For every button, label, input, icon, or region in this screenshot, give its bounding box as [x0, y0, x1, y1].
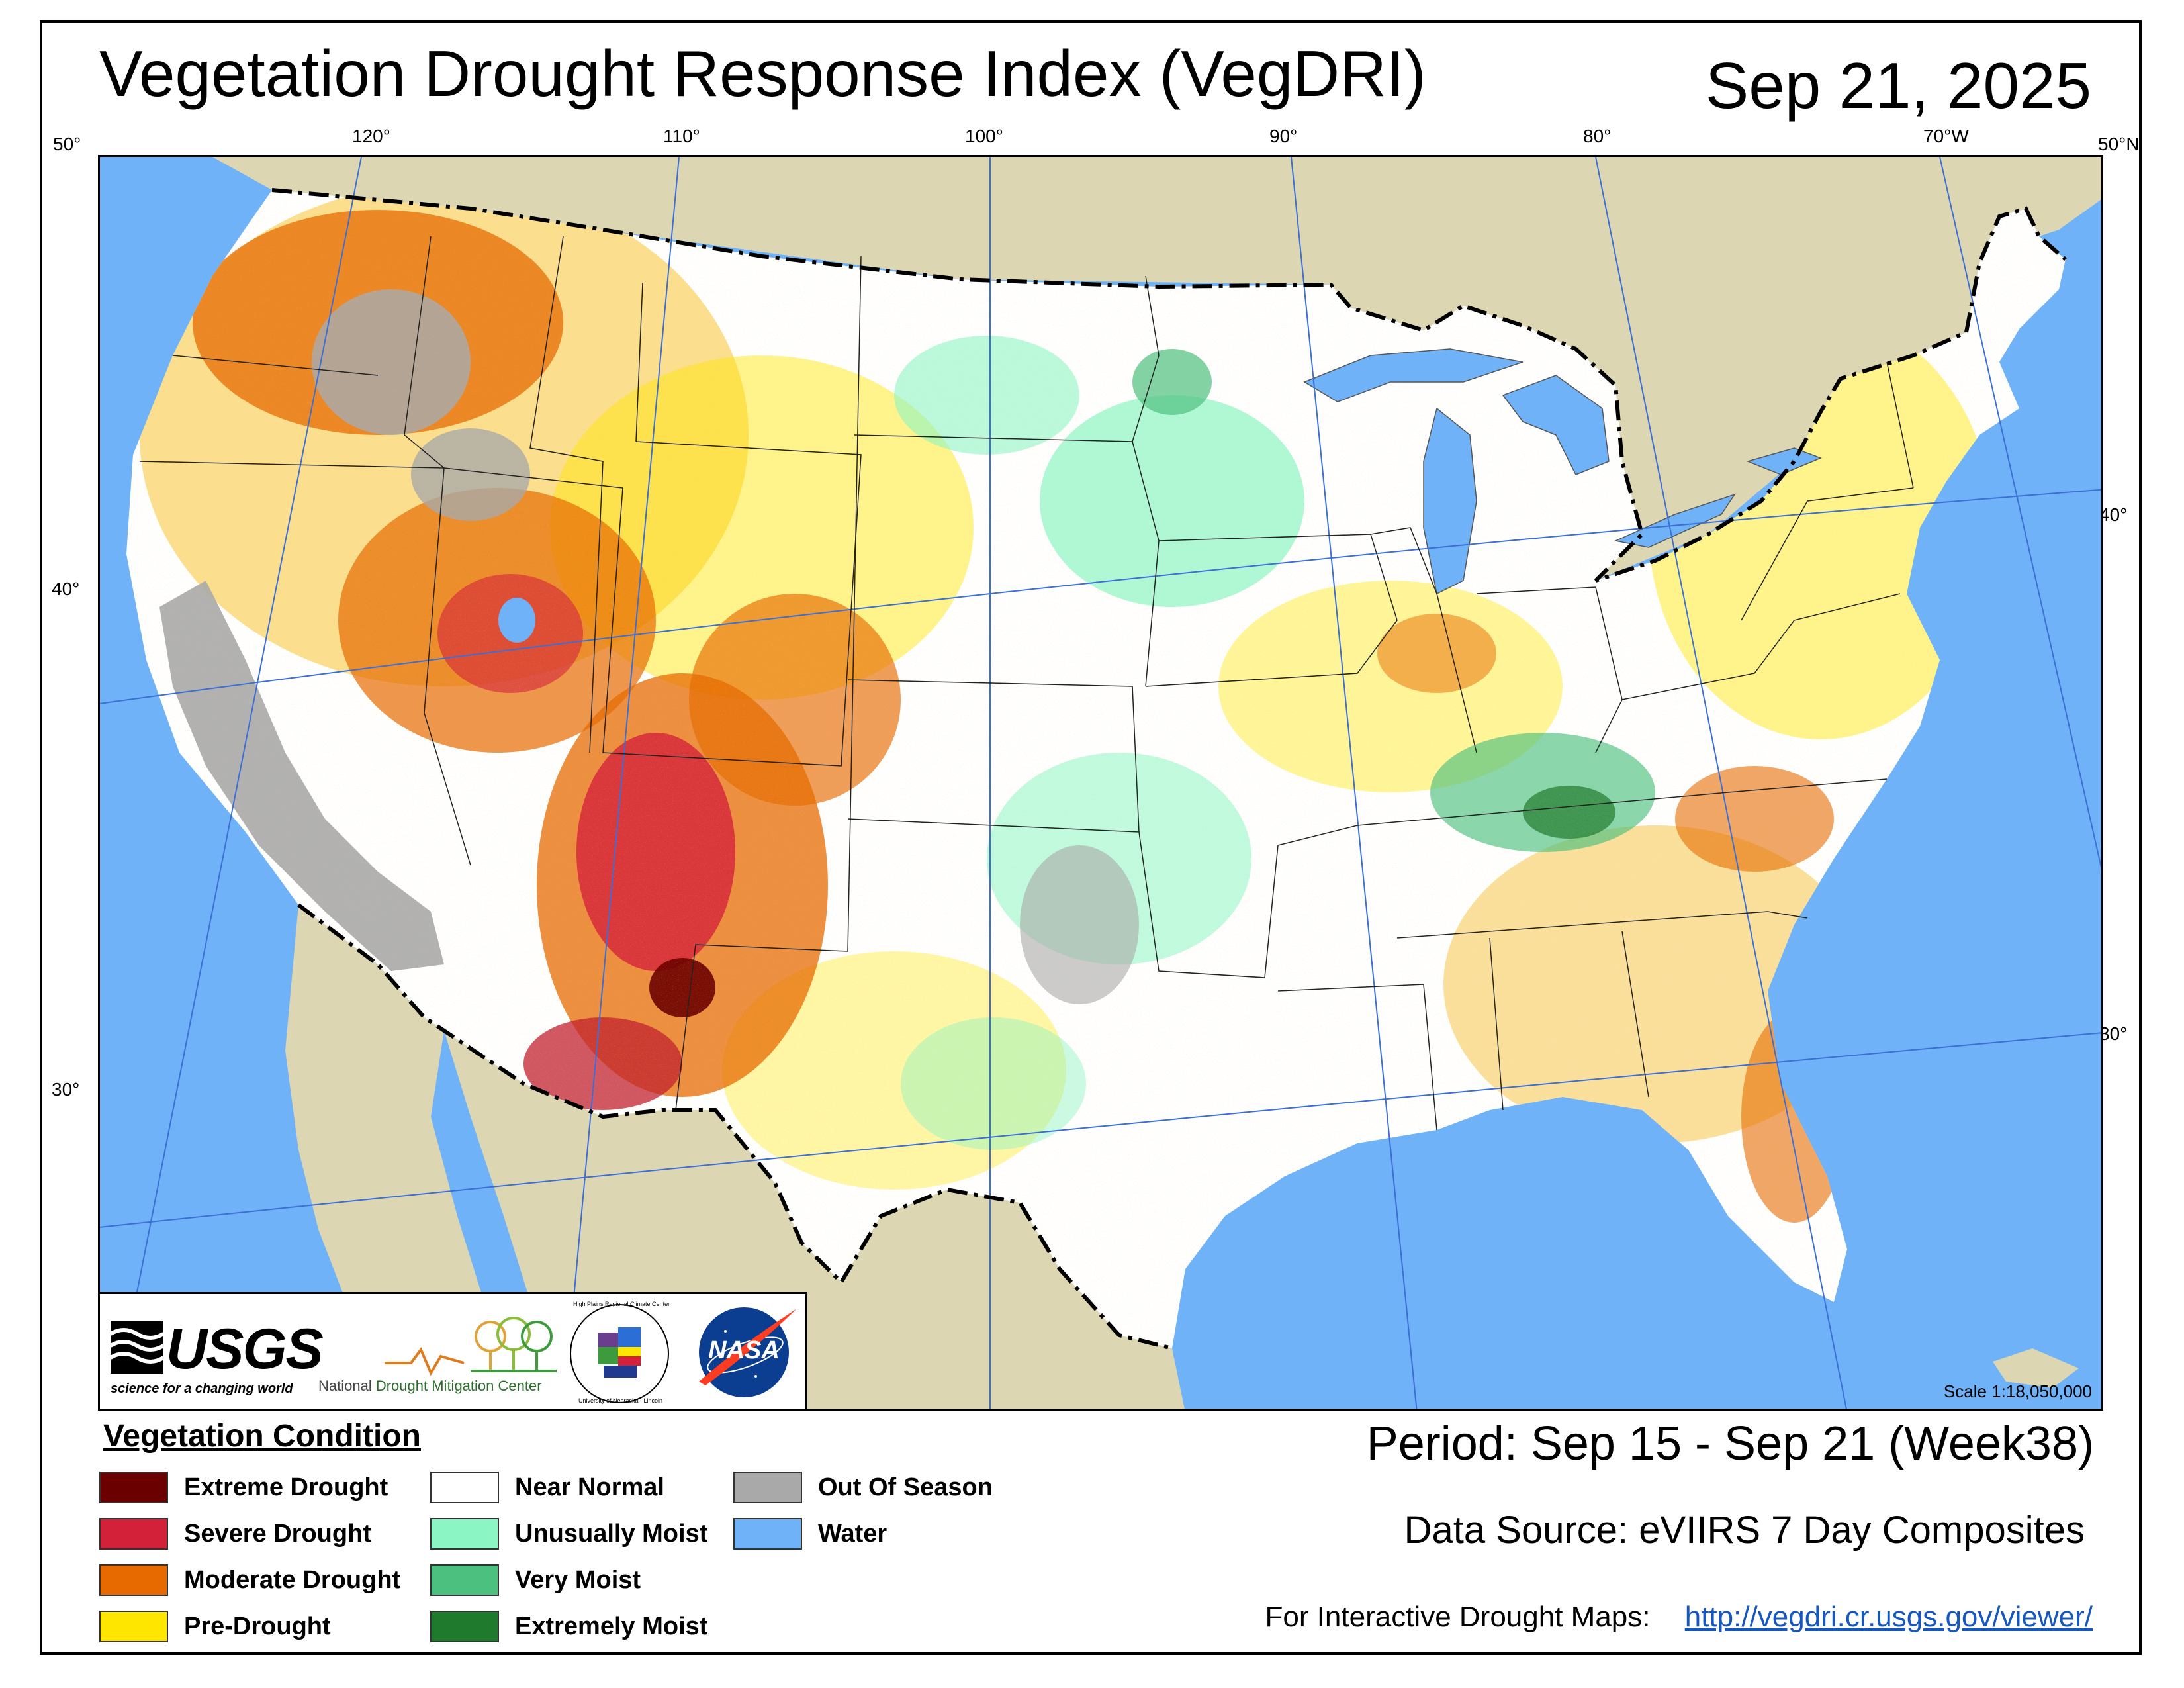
legend-label: Very Moist [515, 1566, 641, 1594]
legend-swatch [99, 1472, 168, 1503]
nasa-meatball-icon [699, 1307, 797, 1397]
legend-label: Severe Drought [184, 1519, 371, 1548]
lon-label-100: 100° [965, 126, 1003, 146]
lake-huron [1502, 375, 1610, 475]
legend-item-very-moist: Very Moist [430, 1564, 641, 1597]
lat-label-left-40: 40° [52, 579, 80, 599]
usgs-wordmark: USGS [166, 1317, 324, 1381]
ndmc-tree-icon [385, 1317, 557, 1376]
lat-label-right-40: 40° [2099, 504, 2128, 525]
map-scale: Scale 1:18,050,000 [1943, 1382, 2092, 1401]
legend-label: Out Of Season [818, 1473, 993, 1501]
legend-swatch [99, 1611, 168, 1642]
legend-item-unusually-moist: Unusually Moist [430, 1517, 707, 1550]
lon-label-70w: 70°W [1923, 126, 1969, 146]
hprcc-sub: University of Nebraska - Lincoln [578, 1397, 663, 1404]
lat-label-right-50: 50°N [2098, 134, 2140, 154]
legend-title: Vegetation Condition [103, 1419, 421, 1454]
legend-item-extreme-drought: Extreme Drought [99, 1471, 388, 1504]
lake-erie [1614, 493, 1736, 548]
legend-swatch [430, 1518, 499, 1550]
legend-label: Moderate Drought [184, 1566, 401, 1594]
map-date: Sep 21, 2025 [1705, 49, 2091, 122]
lon-label-120: 120° [352, 126, 390, 146]
map-canvas: Scale 1:18,050,000 [98, 155, 2103, 1411]
great-salt-lake [498, 598, 535, 643]
legend-swatch [99, 1518, 168, 1550]
logo-panel: USGS science for a changing world Nation… [98, 1292, 807, 1411]
vegdri-viewer-link[interactable]: http://vegdri.cr.usgs.gov/viewer/ [1684, 1601, 2093, 1633]
legend-item-near-normal: Near Normal [430, 1471, 664, 1504]
graticule-lines [100, 157, 2101, 1409]
data-source-text: Data Source: eVIIRS 7 Day Composites [1404, 1509, 2085, 1552]
period-text: Period: Sep 15 - Sep 21 (Week38) [1366, 1417, 2094, 1470]
lake-superior [1303, 348, 1524, 402]
ndmc-logo: National Drought Mitigation Center [318, 1317, 662, 1396]
state-boundaries [139, 236, 1914, 1131]
legend-label: Pre-Drought [184, 1612, 331, 1640]
legend-swatch [430, 1611, 499, 1642]
lat-label-right-30: 30° [2099, 1023, 2128, 1044]
legend-swatch [733, 1518, 802, 1550]
legend-item-severe-drought: Severe Drought [99, 1517, 371, 1550]
legend-item-water: Water [733, 1517, 887, 1550]
canada-land [100, 157, 2101, 581]
legend-swatch [99, 1564, 168, 1596]
vegdri-map [100, 157, 2101, 1409]
legend-label: Extreme Drought [184, 1473, 388, 1501]
map-frame [40, 20, 2142, 1655]
condition-patches [126, 190, 2066, 1348]
lake-ontario [1746, 447, 1823, 475]
legend-item-extremely-moist: Extremely Moist [430, 1610, 707, 1643]
legend-label: Unusually Moist [515, 1519, 708, 1548]
legend-swatch [733, 1472, 802, 1503]
legend-swatch [430, 1472, 499, 1503]
international-border [271, 188, 2067, 1350]
legend-label: Near Normal [515, 1473, 664, 1501]
lat-label-left-50: 50° [53, 134, 81, 154]
usgs-tagline: science for a changing world [111, 1382, 293, 1396]
lon-label-80: 80° [1583, 126, 1612, 146]
lon-label-90: 90° [1269, 126, 1298, 146]
legend-item-moderate-drought: Moderate Drought [99, 1564, 400, 1597]
hprcc-logo: High Plains Regional Climate Center Univ… [567, 1301, 672, 1407]
ndmc-name: National Drought Mitigation Center [318, 1378, 542, 1394]
nasa-logo: NASA [692, 1302, 798, 1401]
legend-swatch [430, 1564, 499, 1596]
usgs-wave-icon [111, 1321, 163, 1374]
legend-item-out-of-season: Out Of Season [733, 1471, 993, 1504]
legend-label: Extremely Moist [515, 1612, 708, 1640]
lon-label-110: 110° [663, 126, 700, 146]
legend-label: Water [818, 1519, 887, 1548]
hprcc-name: High Plains Regional Climate Center [573, 1301, 670, 1307]
cuba-land [1993, 1348, 2079, 1388]
nasa-wordmark: NASA [708, 1336, 780, 1364]
legend-item-pre-drought: Pre-Drought [99, 1610, 331, 1643]
interactive-maps-line: For Interactive Drought Maps: http://veg… [1265, 1601, 2093, 1634]
hprcc-seal-icon [570, 1304, 669, 1403]
map-title: Vegetation Drought Response Index (VegDR… [99, 37, 1426, 110]
interactive-maps-label: For Interactive Drought Maps: [1265, 1601, 1651, 1633]
lat-label-left-30: 30° [52, 1079, 80, 1100]
